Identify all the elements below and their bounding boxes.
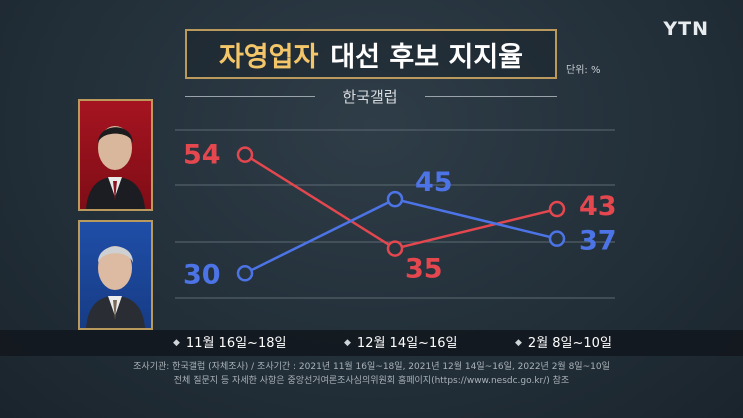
x-tick-label-1: 11월 16일~18일 [185,336,287,351]
series-line-blue [244,197,558,275]
title-highlight: 자영업자 [218,41,319,73]
data-label-blue-1: 30 [183,259,221,290]
source-label: 한국갤럽 [342,88,398,106]
x-tick-label-3: 2월 8일~10일 [527,336,612,351]
point-red-1 [236,146,254,163]
x-tick-2: ◆ 12월 14일~16일 [344,332,457,351]
data-label-blue-3: 37 [579,226,617,257]
data-label-red-3: 43 [579,191,617,222]
source-line-right [425,96,557,97]
diamond-icon: ◆ [515,338,522,348]
candidate-photo-blue [78,220,153,330]
ytn-logo: YTN [663,18,709,40]
point-red-3 [548,200,566,218]
data-label-red-2: 35 [405,254,443,285]
diamond-icon: ◆ [173,338,180,348]
x-tick-1: ◆ 11월 16일~18일 [173,332,286,351]
point-blue-2 [386,190,404,208]
chart-title: 자영업자 대선 후보 지지율 [185,29,557,79]
diamond-icon: ◆ [344,338,351,348]
candidate-photo-red [78,99,153,211]
title-rest: 대선 후보 지지율 [330,41,524,73]
data-label-red-1: 54 [183,140,221,171]
unit-label: 단위: % [566,65,601,76]
point-red-2 [386,240,404,257]
x-tick-3: ◆ 2월 8일~10일 [515,332,612,351]
footnote-reference: 전체 질문지 등 자세한 사항은 중앙선거여론조사심의위원회 홈페이지(http… [173,376,570,386]
data-label-blue-2: 45 [415,167,453,198]
x-axis-band [0,330,743,356]
x-tick-label-2: 12월 14일~16일 [356,336,458,351]
point-blue-3 [548,230,566,247]
point-blue-1 [236,265,254,282]
source-line-left [185,96,315,97]
footnote-survey: 조사기관: 한국갤럽 (자체조사) / 조사기간 : 2021년 11월 16일… [133,362,610,372]
